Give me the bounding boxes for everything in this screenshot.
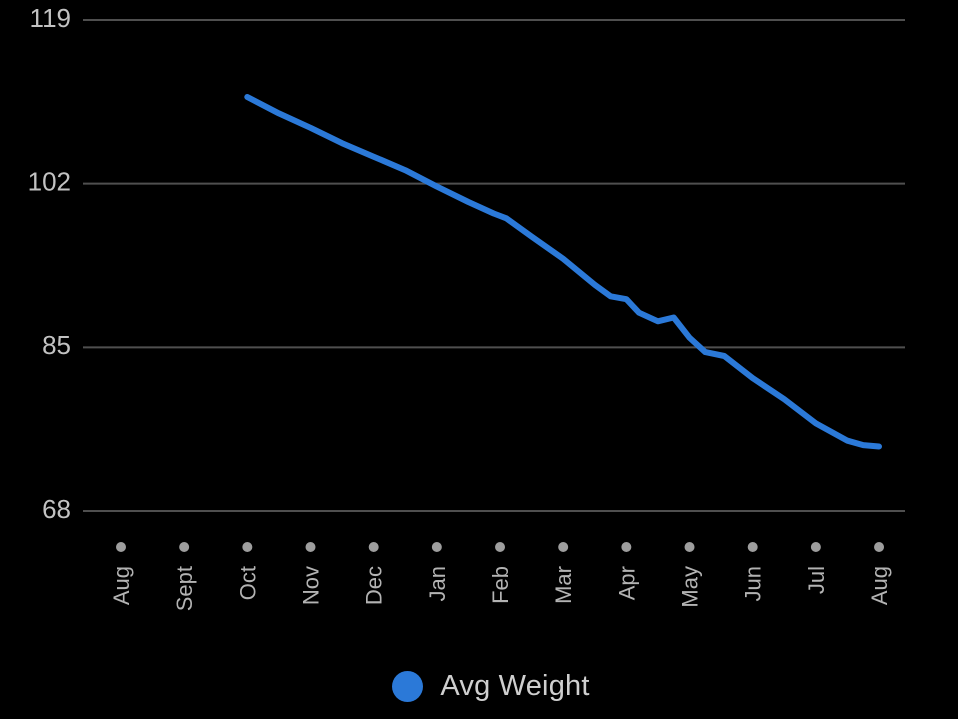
x-axis-label: Apr	[614, 566, 639, 600]
tick-dot	[305, 542, 316, 552]
tick-dot	[810, 542, 821, 552]
tick-dot	[242, 542, 253, 552]
y-axis-label: 85	[42, 330, 71, 360]
x-axis-label: Dec	[362, 566, 387, 605]
y-axis-label: 68	[42, 494, 71, 524]
avg-weight-line	[244, 94, 882, 450]
x-axis-label: Oct	[235, 566, 260, 600]
x-axis-label: Aug	[867, 566, 892, 605]
x-axis-label: Aug	[109, 566, 134, 605]
tick-dot	[431, 542, 442, 552]
tick-dot	[368, 542, 379, 552]
y-axis-label: 102	[28, 167, 71, 197]
y-axis-label: 119	[30, 3, 71, 33]
x-axis-label: Mar	[551, 566, 576, 604]
tick-dot	[684, 542, 695, 552]
tick-dot	[747, 542, 758, 552]
x-axis-label: Feb	[488, 566, 513, 604]
tick-dot	[495, 542, 506, 552]
tick-dot	[558, 542, 569, 552]
tick-dot	[179, 542, 190, 552]
legend-label: Avg Weight	[440, 669, 590, 702]
x-axis-label: Sept	[172, 566, 197, 611]
tick-dot	[874, 542, 885, 552]
x-axis-label: Jul	[804, 566, 829, 594]
chart-legend: Avg Weight	[0, 664, 958, 708]
legend-series-dot-icon	[392, 670, 424, 702]
tick-dot	[116, 542, 126, 552]
x-axis-label: Jun	[741, 566, 766, 601]
x-axis-label: Nov	[299, 566, 324, 605]
tick-dot	[621, 542, 632, 552]
x-axis-label: Jan	[425, 566, 450, 601]
x-axis-label: May	[678, 566, 703, 608]
